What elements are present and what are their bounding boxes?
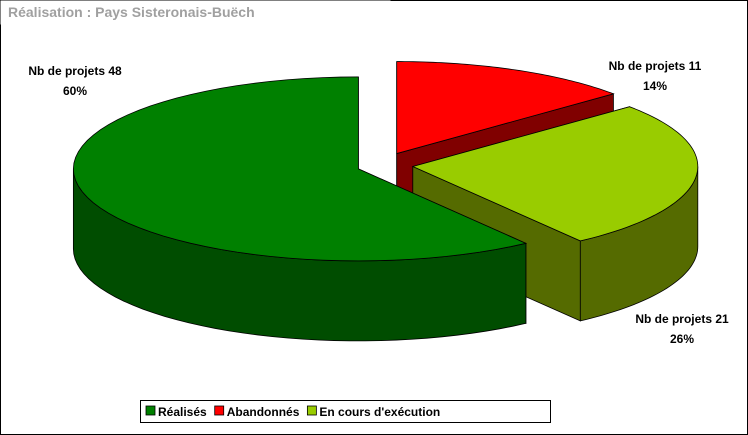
percentage-label: 60% [63,84,87,98]
labels: Nb de projets 48 60% Nb de projets 11 14% Nb… [28,59,729,346]
legend-swatch [214,405,225,416]
legend-swatch [306,405,317,416]
slice [72,76,528,262]
percentage-label: 14% [643,79,667,93]
slice [411,106,699,242]
slice [396,61,615,155]
legend: Réalisés Abandonnés En cours d'exécution [140,400,551,423]
value-label: Nb de projets 21 [635,312,729,326]
legend-box [140,400,551,423]
legend-swatch [145,405,156,416]
chart-title: Réalisation : Pays Sisteronais-Buëch [8,4,255,20]
percentage-label: 26% [670,332,694,346]
pie [72,61,699,342]
legend-label: Abandonnés [227,405,300,419]
title-bg [0,0,391,25]
legend-label: Réalisés [158,405,207,419]
value-label: Nb de projets 48 [28,64,122,78]
legend-label: En cours d'exécution [319,405,440,419]
value-label: Nb de projets 11 [609,59,702,73]
